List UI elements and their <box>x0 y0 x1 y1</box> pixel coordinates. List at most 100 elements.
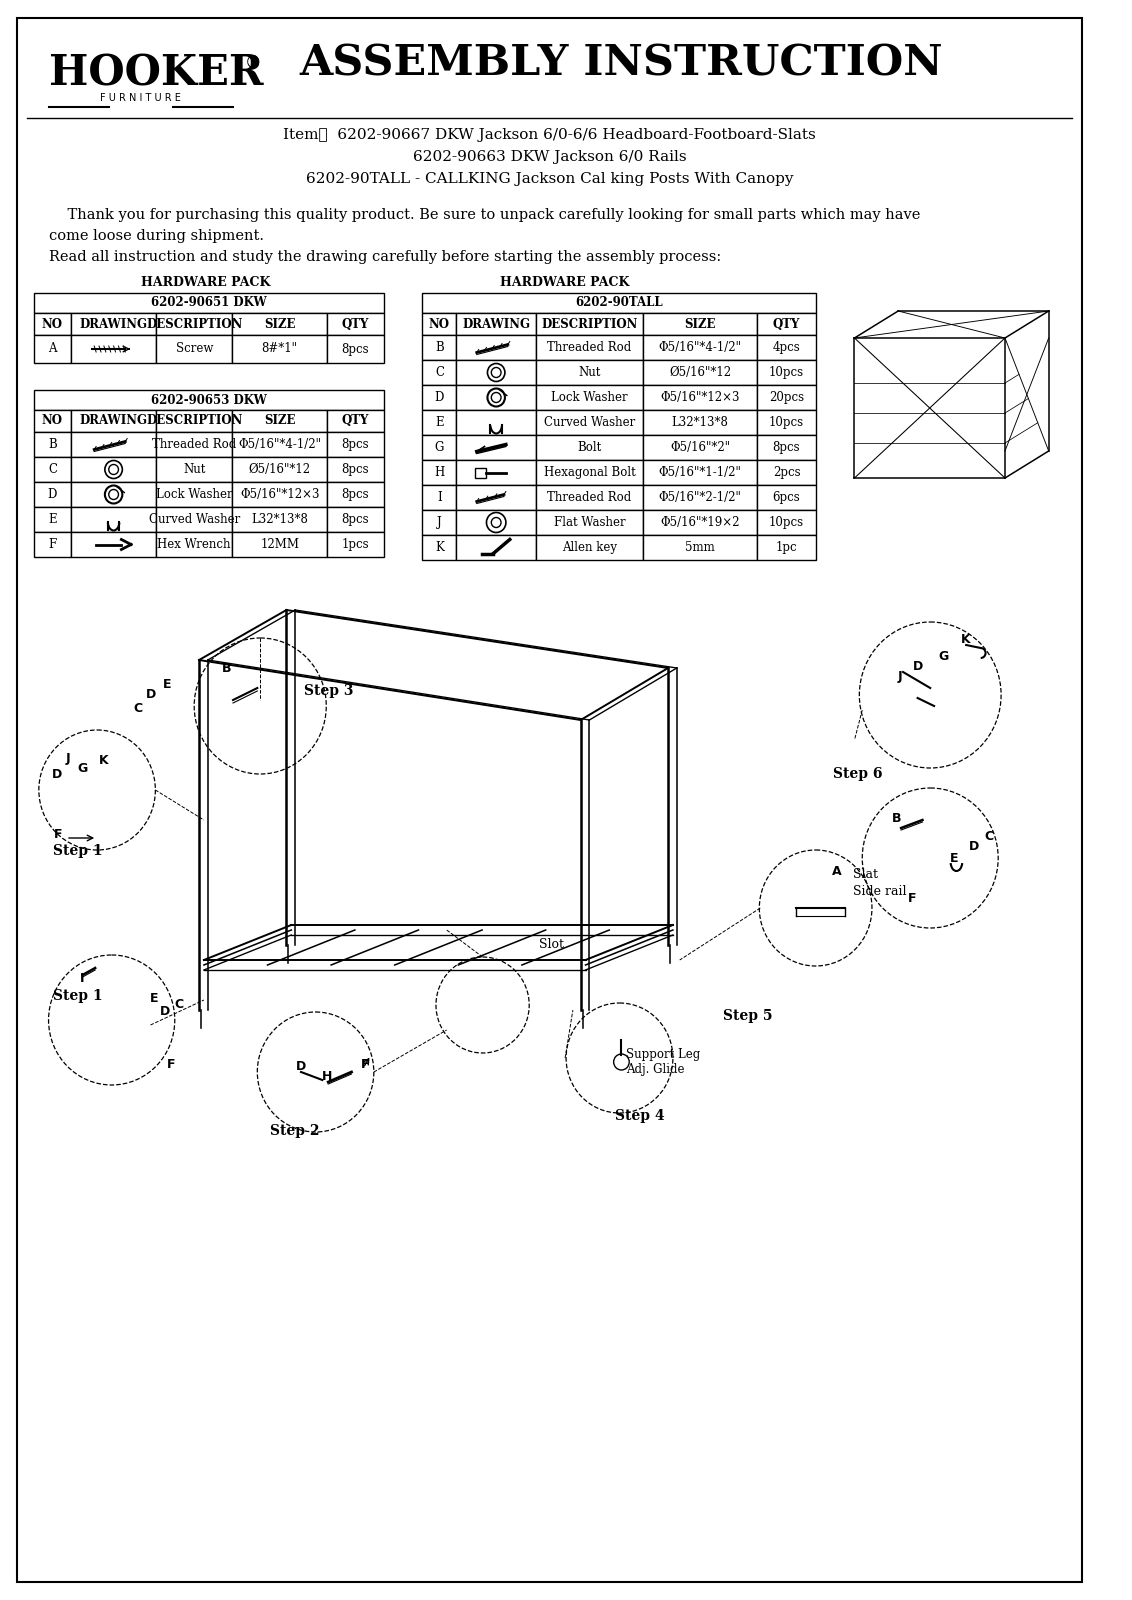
Text: Hexagonal Bolt: Hexagonal Bolt <box>543 466 635 478</box>
Bar <box>71 482 156 507</box>
Text: Lock Washer: Lock Washer <box>551 390 628 403</box>
Text: H: H <box>323 1070 333 1083</box>
Text: 6202-90TALL: 6202-90TALL <box>575 296 663 309</box>
Text: Flat Washer: Flat Washer <box>554 515 625 530</box>
Text: Φ5/16"*12×3: Φ5/16"*12×3 <box>660 390 740 403</box>
Text: J: J <box>66 752 70 765</box>
Text: ASSEMBLY INSTRUCTION: ASSEMBLY INSTRUCTION <box>300 42 943 83</box>
Text: 8pcs: 8pcs <box>342 514 369 526</box>
Text: 2pcs: 2pcs <box>773 466 800 478</box>
Bar <box>71 314 156 334</box>
Bar <box>757 485 816 510</box>
Text: E: E <box>435 416 444 429</box>
Bar <box>757 334 816 360</box>
Bar <box>643 334 757 360</box>
Bar <box>535 461 643 485</box>
Text: DESCRIPTION: DESCRIPTION <box>146 414 242 427</box>
Text: Threaded Rod: Threaded Rod <box>152 438 237 451</box>
Bar <box>456 334 535 360</box>
Text: NO: NO <box>42 414 63 427</box>
Text: Adj. Glide: Adj. Glide <box>626 1062 685 1075</box>
Text: HOOKER: HOOKER <box>49 51 263 94</box>
Bar <box>535 435 643 461</box>
Bar <box>34 458 71 482</box>
Text: Φ5/16"*12×3: Φ5/16"*12×3 <box>240 488 319 501</box>
Bar <box>71 432 156 458</box>
Text: 10pcs: 10pcs <box>769 366 804 379</box>
Text: F U R N I T U R E: F U R N I T U R E <box>101 93 181 102</box>
Text: D: D <box>912 659 923 674</box>
Bar <box>535 510 643 534</box>
Text: 6202-90TALL - CALLKING Jackson Cal king Posts With Canopy: 6202-90TALL - CALLKING Jackson Cal king … <box>306 171 794 186</box>
Text: Lock Washer: Lock Washer <box>156 488 232 501</box>
Bar <box>232 482 327 507</box>
Text: G: G <box>435 442 444 454</box>
Bar <box>422 510 456 534</box>
Text: Step 1: Step 1 <box>53 989 103 1003</box>
Text: D: D <box>51 768 62 781</box>
Bar <box>535 534 643 560</box>
Bar <box>456 314 535 334</box>
Bar <box>643 461 757 485</box>
Text: 6202-90651 DKW: 6202-90651 DKW <box>151 296 267 309</box>
Text: E: E <box>950 851 958 866</box>
Text: Slot: Slot <box>539 938 564 950</box>
Text: K: K <box>961 634 971 646</box>
Bar <box>327 507 384 531</box>
Text: Ø5/16"*12: Ø5/16"*12 <box>669 366 731 379</box>
Text: 8pcs: 8pcs <box>342 488 369 501</box>
Bar <box>643 534 757 560</box>
Text: A: A <box>49 342 57 355</box>
Text: 12MM: 12MM <box>260 538 299 550</box>
Bar <box>156 432 232 458</box>
Bar <box>422 360 456 386</box>
Bar <box>422 334 456 360</box>
Bar <box>456 435 535 461</box>
Bar <box>535 360 643 386</box>
Bar <box>535 410 643 435</box>
Text: SIZE: SIZE <box>264 317 295 331</box>
Text: Step 1: Step 1 <box>53 845 103 858</box>
Bar <box>71 410 156 432</box>
Text: B: B <box>222 662 231 675</box>
Bar <box>757 410 816 435</box>
Text: Step 2: Step 2 <box>269 1123 319 1138</box>
Bar <box>422 435 456 461</box>
Text: G: G <box>78 762 88 774</box>
Text: SIZE: SIZE <box>264 414 295 427</box>
Text: C: C <box>134 702 143 715</box>
Bar <box>156 531 232 557</box>
Bar <box>456 360 535 386</box>
Text: Hex Wrench: Hex Wrench <box>157 538 231 550</box>
Bar <box>156 334 232 363</box>
Bar <box>156 410 232 432</box>
Text: Curved Washer: Curved Washer <box>148 514 240 526</box>
Bar <box>71 334 156 363</box>
Text: 4pcs: 4pcs <box>773 341 800 354</box>
Text: Φ5/16"*1-1/2": Φ5/16"*1-1/2" <box>659 466 741 478</box>
Bar <box>232 334 327 363</box>
Bar <box>643 510 757 534</box>
Text: 8#*1": 8#*1" <box>261 342 298 355</box>
Bar <box>643 360 757 386</box>
Text: G: G <box>938 650 949 662</box>
Bar <box>422 410 456 435</box>
Bar <box>232 314 327 334</box>
Text: 1pc: 1pc <box>775 541 797 554</box>
Text: Φ5/16"*2": Φ5/16"*2" <box>670 442 730 454</box>
Bar <box>456 386 535 410</box>
Bar <box>34 390 384 410</box>
Bar <box>456 534 535 560</box>
Text: Step 4: Step 4 <box>615 1109 664 1123</box>
Text: DRAWING: DRAWING <box>462 317 530 331</box>
Text: Step 3: Step 3 <box>303 685 353 698</box>
Bar <box>757 534 816 560</box>
Text: H: H <box>435 466 445 478</box>
Bar <box>535 334 643 360</box>
Text: E: E <box>149 992 158 1005</box>
Bar <box>643 435 757 461</box>
Bar <box>643 485 757 510</box>
Text: D: D <box>297 1059 307 1074</box>
Bar <box>232 410 327 432</box>
Bar <box>34 334 71 363</box>
